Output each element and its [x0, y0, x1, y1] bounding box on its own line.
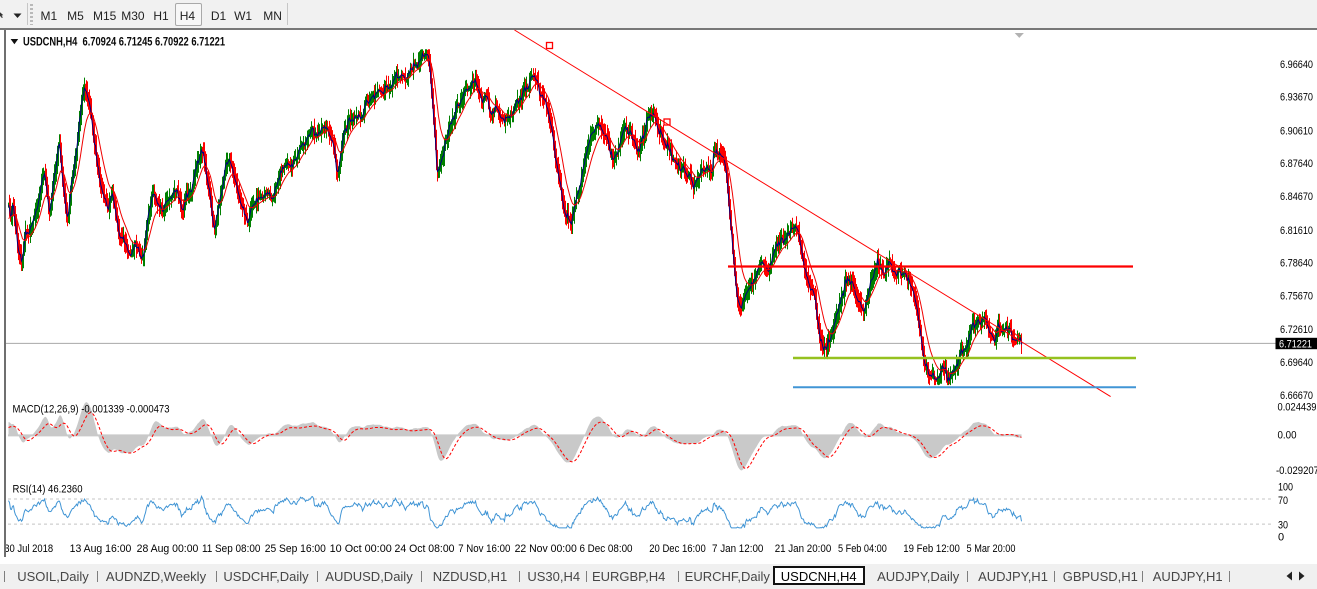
svg-text:10 Oct 00:00: 10 Oct 00:00 — [330, 543, 392, 555]
svg-text:13 Aug 16:00: 13 Aug 16:00 — [70, 543, 132, 555]
svg-text:6.93670: 6.93670 — [1280, 92, 1313, 104]
svg-text:6.69640: 6.69640 — [1280, 357, 1313, 369]
svg-text:30 Jul 2018: 30 Jul 2018 — [4, 543, 53, 555]
svg-text:6.87640: 6.87640 — [1280, 158, 1313, 170]
svg-text:0.00: 0.00 — [1278, 430, 1297, 442]
svg-text:6.90610: 6.90610 — [1280, 125, 1313, 137]
svg-text:6.66670: 6.66670 — [1280, 390, 1313, 402]
svg-text:6.72610: 6.72610 — [1280, 324, 1313, 336]
svg-text:30: 30 — [1278, 520, 1288, 532]
svg-text:6 Dec 08:00: 6 Dec 08:00 — [579, 543, 632, 555]
svg-text:6.71221: 6.71221 — [1279, 338, 1312, 350]
svg-text:24 Oct 08:00: 24 Oct 08:00 — [395, 543, 455, 555]
svg-text:25 Sep 16:00: 25 Sep 16:00 — [265, 543, 326, 555]
svg-text:RSI(14) 46.2360: RSI(14) 46.2360 — [13, 483, 83, 495]
svg-text:6.96640: 6.96640 — [1280, 59, 1313, 71]
svg-text:7 Nov 16:00: 7 Nov 16:00 — [458, 543, 510, 555]
svg-text:5 Feb 04:00: 5 Feb 04:00 — [838, 543, 887, 555]
svg-text:MACD(12,26,9) -0.001339 -0.000: MACD(12,26,9) -0.001339 -0.000473 — [13, 404, 170, 416]
svg-text:22 Nov 00:00: 22 Nov 00:00 — [515, 543, 577, 555]
svg-text:6.81610: 6.81610 — [1280, 225, 1313, 237]
svg-text:0: 0 — [1278, 531, 1284, 543]
svg-text:100: 100 — [1278, 481, 1293, 493]
svg-text:11 Sep 08:00: 11 Sep 08:00 — [202, 543, 261, 555]
svg-text:-0.029207: -0.029207 — [1276, 465, 1317, 477]
svg-text:5 Mar 20:00: 5 Mar 20:00 — [967, 543, 1016, 555]
svg-text:70: 70 — [1278, 495, 1288, 507]
svg-text:6.84670: 6.84670 — [1280, 191, 1313, 203]
svg-text:6.78640: 6.78640 — [1280, 258, 1313, 270]
svg-text:6.75670: 6.75670 — [1280, 290, 1313, 302]
svg-text:19 Feb 12:00: 19 Feb 12:00 — [903, 543, 960, 555]
svg-text:21 Jan 20:00: 21 Jan 20:00 — [775, 543, 832, 555]
svg-text:20 Dec 16:00: 20 Dec 16:00 — [649, 543, 706, 555]
svg-text:28 Aug 00:00: 28 Aug 00:00 — [137, 543, 199, 555]
svg-text:7 Jan 12:00: 7 Jan 12:00 — [712, 543, 763, 555]
svg-text:USDCNH,H4 6.70924 6.71245 6.7: USDCNH,H4 6.70924 6.71245 6.70922 6.7122… — [23, 35, 225, 49]
svg-text:0.024439: 0.024439 — [1278, 402, 1317, 414]
